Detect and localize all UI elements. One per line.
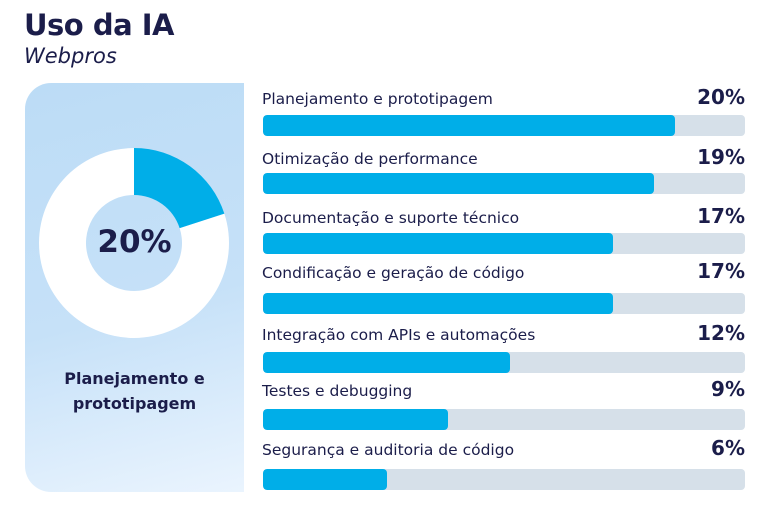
- bar: [263, 173, 655, 194]
- donut-slice-rest: [39, 148, 229, 338]
- bar-label: Segurança e auditoria de código: [262, 441, 515, 459]
- bar-track: [263, 409, 745, 430]
- bar: [263, 115, 675, 136]
- bar: [263, 233, 614, 254]
- bar-label: Testes e debugging: [262, 382, 413, 400]
- bar-track: [263, 115, 745, 136]
- bar-label: Condificação e geração de código: [262, 264, 525, 282]
- bar-label: Planejamento e prototipagem: [262, 90, 493, 108]
- bar-track: [263, 293, 745, 314]
- bar-value-label: 17%: [697, 259, 745, 283]
- bar-value-label: 19%: [697, 145, 745, 169]
- bar-value-label: 17%: [697, 204, 745, 228]
- bar-track: [263, 352, 745, 373]
- bar: [263, 352, 511, 373]
- donut-center-value: 20%: [97, 224, 172, 260]
- bar-label: Otimização de performance: [262, 150, 478, 168]
- donut-slice-highlight: [134, 148, 225, 229]
- bar-track: [263, 469, 745, 490]
- chart-subtitle: Webpros: [24, 44, 117, 68]
- bar-value-label: 20%: [697, 85, 745, 109]
- chart-title: Uso da IA: [24, 8, 175, 42]
- bar-track: [263, 233, 745, 254]
- donut-label: Planejamento e prototipagem: [64, 369, 205, 413]
- bar-label: Documentação e suporte técnico: [262, 209, 520, 227]
- bar-track: [263, 173, 745, 194]
- bar-value-label: 9%: [711, 377, 745, 401]
- bar: [263, 293, 614, 314]
- bar: [263, 469, 387, 490]
- bar-value-label: 12%: [697, 321, 745, 345]
- bar-value-label: 6%: [711, 436, 745, 460]
- bar: [263, 409, 449, 430]
- bar-label: Integração com APIs e automações: [262, 326, 536, 344]
